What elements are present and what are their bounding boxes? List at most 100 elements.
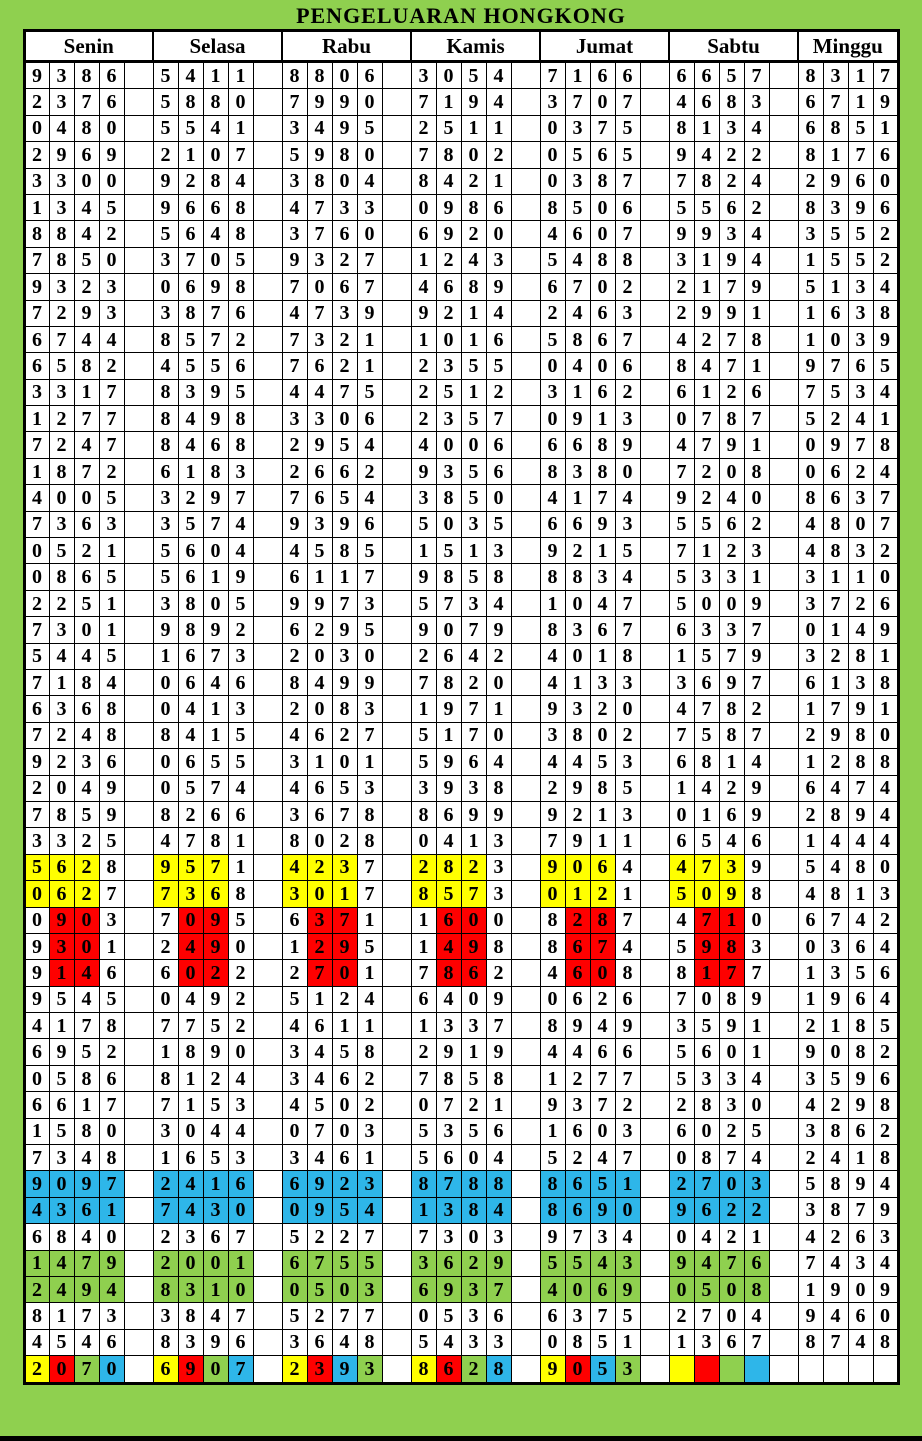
digit-cell: 2 xyxy=(614,273,641,301)
digit-cell: 3 xyxy=(485,853,512,882)
digit-cell: 0 xyxy=(23,906,50,934)
digit-cell: 1 xyxy=(227,1249,254,1277)
digit-cell: 5 xyxy=(331,1038,358,1066)
digit-cell: 0 xyxy=(73,167,100,195)
digit-cell: 9 xyxy=(23,273,50,301)
digit-cell: 2 xyxy=(98,1038,125,1066)
spacer-cell xyxy=(639,695,670,723)
digit-cell: 5 xyxy=(589,748,616,776)
digit-cell: 8 xyxy=(48,800,75,829)
digit-cell: 0 xyxy=(693,1117,720,1146)
digit-cell: 6 xyxy=(73,1196,100,1225)
digit-cell: 7 xyxy=(847,774,874,802)
digit-cell: 0 xyxy=(589,273,616,301)
digit-cell: 3 xyxy=(435,457,462,486)
digit-cell: 3 xyxy=(564,1302,591,1330)
digit-cell: 1 xyxy=(614,1328,641,1357)
digit-cell: 3 xyxy=(48,827,75,855)
digit-cell: 6 xyxy=(589,853,616,882)
digit-cell: 7 xyxy=(73,1355,100,1384)
spacer-cell xyxy=(639,141,670,169)
digit-cell: 8 xyxy=(202,457,229,486)
spacer-cell xyxy=(123,167,154,195)
digit-cell: 0 xyxy=(435,431,462,459)
spacer-cell xyxy=(381,563,412,591)
spacer-cell xyxy=(123,299,154,327)
digit-cell: 2 xyxy=(718,378,745,407)
digit-cell: 7 xyxy=(718,959,745,987)
digit-cell: 8 xyxy=(564,1328,591,1357)
digit-cell: 0 xyxy=(539,167,566,195)
digit-cell: 7 xyxy=(23,510,50,539)
digit-cell: 0 xyxy=(872,563,899,591)
digit-cell: 3 xyxy=(614,800,641,829)
digit-cell: 2 xyxy=(410,1038,437,1066)
digit-cell: 3 xyxy=(822,60,849,90)
digit-cell: 5 xyxy=(614,141,641,169)
spacer-cell xyxy=(639,88,670,116)
spacer-cell xyxy=(768,299,799,327)
digit-cell: 2 xyxy=(460,668,487,697)
digit-cell: 0 xyxy=(589,1117,616,1146)
digit-cell: 4 xyxy=(177,60,204,90)
spacer-cell xyxy=(123,853,154,882)
digit-cell: 7 xyxy=(202,774,229,802)
digit-cell: 4 xyxy=(281,193,308,222)
digit-cell: 4 xyxy=(539,484,566,512)
spacer-cell xyxy=(510,616,541,644)
digit-cell: 2 xyxy=(693,325,720,354)
digit-cell: 8 xyxy=(152,378,179,407)
digit-cell: 6 xyxy=(177,642,204,670)
spacer-cell xyxy=(639,1144,670,1172)
digit-cell: 0 xyxy=(872,167,899,195)
digit-cell: 4 xyxy=(98,1275,125,1304)
digit-cell: 3 xyxy=(331,299,358,327)
digit-cell: 2 xyxy=(306,932,333,961)
digit-cell: 8 xyxy=(227,431,254,459)
digit-cell: 3 xyxy=(485,880,512,908)
digit-cell: 6 xyxy=(23,325,50,354)
digit-cell: 3 xyxy=(98,273,125,301)
digit-cell: 5 xyxy=(281,1302,308,1330)
digit-cell: 2 xyxy=(872,537,899,565)
spacer-cell xyxy=(381,959,412,987)
digit-cell: 3 xyxy=(177,1328,204,1357)
spacer-cell xyxy=(639,985,670,1014)
digit-cell: 1 xyxy=(23,457,50,486)
digit-cell: 1 xyxy=(227,853,254,882)
digit-cell: 4 xyxy=(177,1196,204,1225)
digit-cell: 4 xyxy=(152,827,179,855)
digit-cell: 8 xyxy=(48,563,75,591)
spacer-cell xyxy=(510,774,541,802)
digit-cell: 1 xyxy=(693,246,720,275)
digit-cell: 5 xyxy=(152,563,179,591)
digit-cell: 1 xyxy=(822,141,849,169)
digit-cell: 4 xyxy=(589,1249,616,1277)
digit-cell: 6 xyxy=(847,985,874,1014)
digit-cell: 4 xyxy=(281,853,308,882)
spacer-cell xyxy=(123,88,154,116)
spacer-cell xyxy=(639,1091,670,1119)
digit-cell: 7 xyxy=(23,299,50,327)
page: PENGELUARAN HONGKONG Senin Selasa Rabu Kami… xyxy=(0,3,922,1441)
digit-cell: 9 xyxy=(152,193,179,222)
digit-cell: 5 xyxy=(410,510,437,539)
digit-cell: 3 xyxy=(281,1038,308,1066)
digit-cell: 7 xyxy=(435,589,462,618)
digit-cell: 0 xyxy=(152,273,179,301)
spacer-cell xyxy=(768,880,799,908)
digit-cell: 6 xyxy=(693,60,720,90)
digit-cell: 4 xyxy=(668,906,695,934)
digit-cell: 4 xyxy=(460,246,487,275)
spacer-cell xyxy=(123,1091,154,1119)
digit-cell: 7 xyxy=(614,1144,641,1172)
spacer-cell xyxy=(510,880,541,908)
spacer-cell xyxy=(123,537,154,565)
digit-cell: 4 xyxy=(539,220,566,248)
digit-cell: 4 xyxy=(23,1328,50,1357)
digit-cell: 0 xyxy=(202,537,229,565)
digit-cell: 7 xyxy=(356,273,383,301)
digit-cell: 5 xyxy=(98,563,125,591)
digit-cell: 7 xyxy=(152,1196,179,1225)
